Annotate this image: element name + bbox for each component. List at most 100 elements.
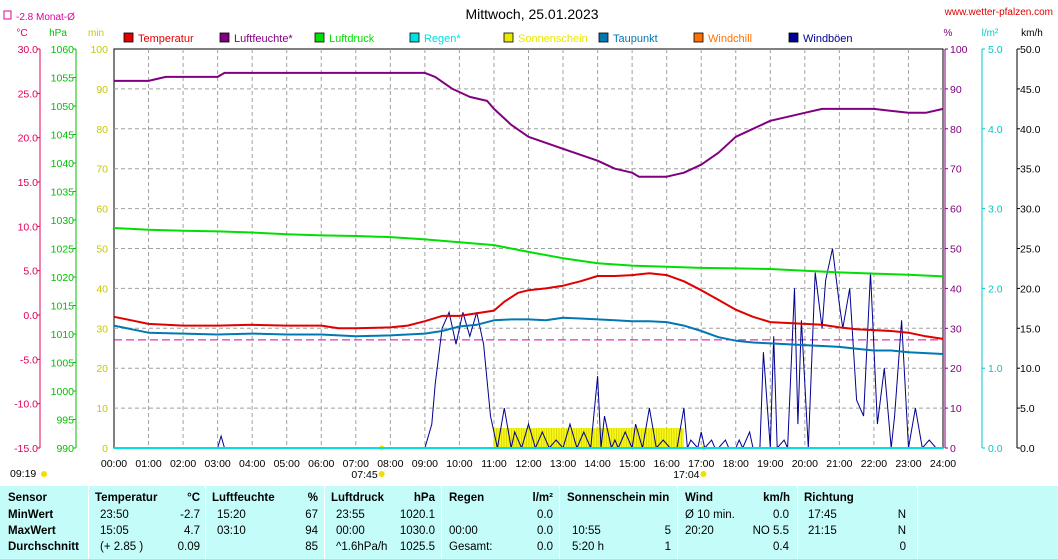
sunrise-sun-icon: [378, 471, 385, 477]
unit-humidity: %: [944, 28, 953, 39]
x-tick-label: 17:00: [688, 458, 714, 470]
stats-dir-time: 21:15: [808, 525, 837, 537]
tick-label-pressure: 1040: [51, 158, 75, 170]
series-taupunkt: [113, 316, 944, 355]
tick-label-sunshine: 100: [90, 44, 108, 56]
unit-sunshine: min: [88, 28, 104, 39]
tick-label-rain: 1.0: [988, 363, 1003, 375]
x-tick-label: 20:00: [792, 458, 818, 470]
x-tick-label: 13:00: [550, 458, 576, 470]
tick-label-temperature: 15.0: [18, 177, 39, 189]
tick-label-sunshine: 50: [96, 244, 108, 256]
stats-dir-time: 17:45: [808, 509, 837, 521]
tick-label-humidity: 0: [950, 443, 956, 455]
stats-dir-value: N: [897, 509, 906, 521]
stats-temp-value: -2.7: [180, 509, 200, 521]
header-pressure-unit: hPa: [413, 492, 435, 504]
x-tick-label: 14:00: [584, 458, 610, 470]
unit-temperature: °C: [16, 28, 27, 39]
unit-rain: l/m²: [982, 28, 999, 39]
tick-label-pressure: 1020: [51, 272, 75, 284]
sunrise-label: 07:45: [351, 469, 377, 481]
site-link[interactable]: www.wetter-pfalzen.com: [944, 7, 1053, 18]
tick-label-pressure: 1010: [51, 329, 75, 341]
tick-label-humidity: 40: [950, 283, 962, 295]
tick-label-sunshine: 60: [96, 204, 108, 216]
tick-label-wind: 20.0: [1020, 283, 1041, 295]
legend-label: Windchill: [708, 33, 752, 45]
header-sunshine: Sonnenschein min: [567, 492, 670, 504]
stats-pres-value: 1020.1: [399, 509, 435, 521]
stats-wind-label: 20:20: [685, 525, 714, 537]
legend-label: Luftdruck: [329, 33, 375, 45]
legend-label: Windböen: [803, 33, 853, 45]
stats-rain-value: 0.0: [537, 541, 553, 553]
stats-dir-value: N: [897, 525, 906, 537]
stats-dir-value: 0: [899, 541, 906, 553]
legend-swatch: [503, 32, 514, 43]
x-tick-label: 04:00: [239, 458, 265, 470]
x-tick-label: 24:00: [930, 458, 956, 470]
header-rain: Regen: [449, 492, 485, 504]
tick-label-temperature: 5.0: [23, 266, 38, 278]
stats-row-label: MaxWert: [8, 525, 56, 537]
tick-label-pressure: 995: [56, 415, 74, 427]
start-time-label: 09:19: [10, 468, 36, 480]
tick-label-humidity: 20: [950, 363, 962, 375]
tick-label-pressure: 1045: [51, 130, 75, 142]
stats-row-label: MinWert: [8, 509, 54, 521]
x-tick-label: 05:00: [274, 458, 300, 470]
header-rain-unit: l/m²: [532, 492, 553, 504]
stats-rain-time: 00:00: [449, 525, 478, 537]
tick-label-pressure: 990: [56, 443, 74, 455]
legend-label: Luftfeuchte*: [234, 33, 293, 45]
legend-swatch: [409, 32, 420, 43]
stats-row-label: Durchschnitt: [8, 541, 79, 553]
tick-label-pressure: 1015: [51, 301, 75, 313]
tick-label-pressure: 1050: [51, 101, 75, 113]
stats-pres-time: 00:00: [336, 525, 365, 537]
x-tick-label: 08:00: [377, 458, 403, 470]
header-wind-unit: km/h: [763, 492, 790, 504]
header-temperature: Temperatur: [95, 492, 158, 504]
x-tick-label: 23:00: [895, 458, 921, 470]
tick-label-sunshine: 10: [96, 403, 108, 415]
stats-wind-value: 0.4: [773, 541, 789, 553]
tick-label-humidity: 30: [950, 323, 962, 335]
x-tick-label: 10:00: [446, 458, 472, 470]
tick-label-rain: 4.0: [988, 124, 1003, 136]
x-tick-label: 09:00: [412, 458, 438, 470]
x-tick-label: 21:00: [826, 458, 852, 470]
stats-hum-value: 94: [305, 525, 318, 537]
x-tick-label: 19:00: [757, 458, 783, 470]
series-windboeen: [114, 248, 943, 450]
tick-label-sunshine: 40: [96, 283, 108, 295]
x-tick-label: 11:00: [481, 458, 507, 470]
tick-label-wind: 40.0: [1020, 124, 1041, 136]
tick-label-sunshine: 0: [102, 443, 108, 455]
tick-label-rain: 5.0: [988, 44, 1003, 56]
stats-wind-label: Ø 10 min.: [685, 509, 735, 521]
sunset-sun-icon: [700, 471, 707, 477]
series-luftfeuchte: [114, 71, 944, 178]
legend: Temperatur Luftfeuchte* Luftdruck Regen* Son…: [123, 32, 853, 45]
tick-label-temperature: 10.0: [18, 221, 39, 233]
legend-swatch: [123, 32, 134, 43]
tick-label-humidity: 70: [950, 164, 962, 176]
header-humidity: Luftfeuchte: [212, 492, 275, 504]
x-tick-label: 22:00: [861, 458, 887, 470]
stats-hum-time: 03:10: [217, 525, 246, 537]
stats-rain-value: 0.0: [537, 525, 553, 537]
axes: 30.0 25.0 20.0 15.0 10.0 5.0 0.0 -5.0 -10.0 -15.0…: [14, 44, 1041, 481]
tick-label-humidity: 60: [950, 204, 962, 216]
tick-label-pressure: 1000: [51, 386, 75, 398]
header-humidity-unit: %: [307, 492, 318, 504]
tick-label-pressure: 1055: [51, 73, 75, 85]
stats-temp-value: 4.7: [184, 525, 200, 537]
tick-label-sunshine: 80: [96, 124, 108, 136]
chart-marks: [113, 71, 944, 450]
stats-temp-time: 15:05: [100, 525, 129, 537]
header-temperature-unit: °C: [187, 492, 200, 504]
stats-hum-value: 67: [305, 509, 318, 521]
chart-title: Mittwoch, 25.01.2023: [465, 6, 598, 22]
